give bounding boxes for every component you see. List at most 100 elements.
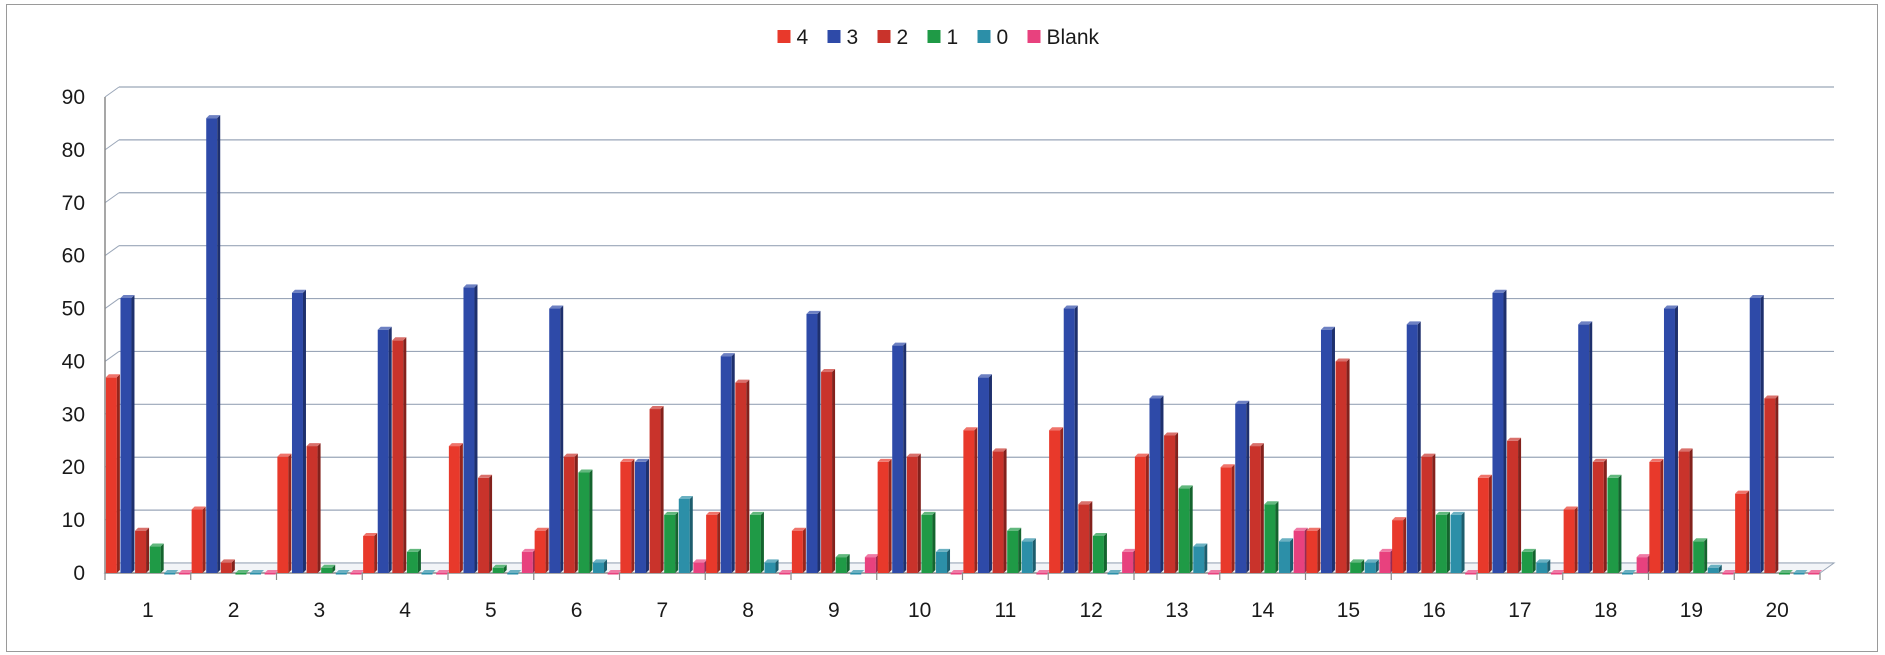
bar: [906, 453, 921, 573]
x-tick-label: 1: [142, 599, 154, 622]
bar: [1764, 395, 1779, 573]
legend-label: Blank: [1047, 26, 1100, 49]
bar: [1406, 321, 1421, 573]
bar: [549, 305, 564, 573]
bar: [135, 527, 150, 573]
x-tick-label: 15: [1337, 599, 1360, 622]
bar: [1207, 570, 1222, 575]
bar: [120, 294, 135, 573]
bar: [1663, 305, 1678, 573]
bar: [821, 369, 836, 573]
bar: [1293, 527, 1308, 573]
y-tick-label: 90: [62, 86, 85, 109]
legend-label: 1: [947, 26, 959, 49]
legend-label: 4: [797, 26, 809, 49]
bar: [1636, 554, 1651, 573]
legend-item: 0: [977, 26, 1009, 49]
bar: [534, 527, 549, 573]
bar: [864, 554, 879, 573]
bar: [720, 353, 735, 573]
bar: [220, 559, 235, 573]
legend-label: 0: [997, 26, 1009, 49]
y-tick-label: 60: [62, 245, 85, 268]
x-tick-label: 5: [485, 599, 497, 622]
legend-item: 3: [827, 26, 859, 49]
bar: [664, 511, 679, 573]
bar: [1364, 559, 1379, 573]
bar: [1450, 511, 1465, 573]
bar: [764, 559, 779, 573]
bar: [1134, 453, 1149, 573]
bar: [1707, 564, 1722, 573]
y-tick-label: 30: [62, 403, 85, 426]
x-tick-label: 10: [908, 599, 931, 622]
bar: [478, 474, 493, 573]
bar: [1550, 570, 1565, 575]
bar: [1264, 501, 1279, 573]
bars: [105, 115, 1823, 575]
bar: [448, 443, 463, 573]
bar: [779, 570, 794, 575]
legend-swatch: [1027, 30, 1041, 43]
bar: [191, 506, 206, 573]
x-tick-label: 7: [657, 599, 669, 622]
bar: [1607, 474, 1622, 573]
bar: [1435, 511, 1450, 573]
bar: [1320, 326, 1335, 573]
bar: [1249, 443, 1264, 573]
bar: [634, 458, 649, 573]
x-tick-label: 20: [1765, 599, 1788, 622]
bar: [1107, 570, 1122, 575]
bar: [105, 374, 120, 573]
bar: [164, 570, 179, 575]
bar: [850, 570, 865, 575]
bar: [992, 448, 1007, 573]
x-tick-label: 16: [1422, 599, 1445, 622]
bar: [1178, 485, 1193, 573]
bar: [1578, 321, 1593, 573]
bar: [1078, 501, 1093, 573]
x-tick-label: 11: [994, 599, 1016, 622]
bar: [1049, 427, 1064, 573]
gridline-side: [104, 86, 120, 98]
bar: [977, 374, 992, 573]
bar: [1563, 506, 1578, 573]
bar: [1808, 570, 1823, 575]
bar: [749, 511, 764, 573]
legend-label: 3: [847, 26, 859, 49]
bar: [1492, 289, 1507, 573]
bar: [835, 554, 850, 573]
gridline-side: [104, 192, 120, 204]
bar: [363, 532, 378, 573]
bar: [649, 406, 664, 573]
bar: [936, 548, 951, 573]
x-tick-label: 18: [1594, 599, 1617, 622]
x-tick-label: 6: [571, 599, 583, 622]
bar: [436, 570, 451, 575]
bar: [1063, 305, 1078, 573]
gridline-side: [104, 298, 120, 309]
bar: [1749, 294, 1764, 573]
bar: [1235, 400, 1250, 573]
bar: [291, 289, 306, 573]
bar: [1521, 548, 1536, 573]
bar: [578, 469, 593, 573]
legend-swatch: [977, 30, 991, 43]
bar: [892, 342, 907, 573]
gridline-side: [104, 139, 120, 151]
bar: [277, 453, 292, 573]
bar: [1735, 490, 1750, 573]
bar: [1335, 358, 1350, 573]
y-tick-label: 40: [62, 350, 85, 373]
legend-swatch: [877, 30, 891, 43]
bar: [1220, 464, 1235, 573]
bar: [1793, 570, 1808, 575]
bar: [1421, 453, 1436, 573]
bar: [735, 379, 750, 573]
bar: [1778, 570, 1793, 575]
bar: [321, 564, 336, 573]
bar: [1279, 538, 1294, 573]
gridline-side: [104, 245, 120, 257]
